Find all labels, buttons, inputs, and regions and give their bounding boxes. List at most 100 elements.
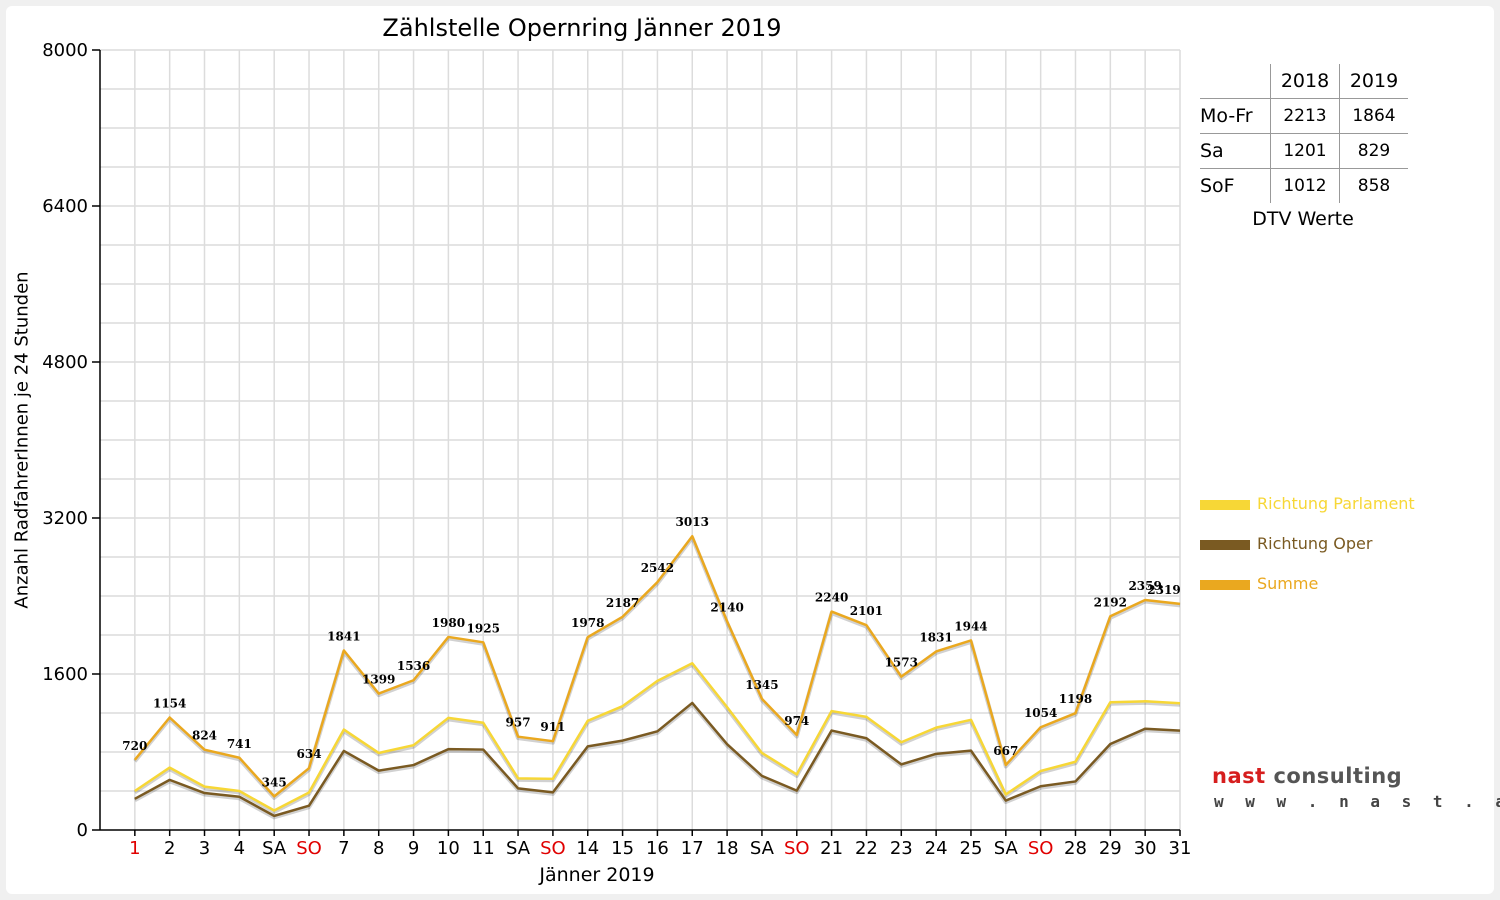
dtv-row-label: Sa xyxy=(1200,133,1271,169)
dtv-cell-2018: 2213 xyxy=(1270,98,1340,134)
logo-word-nast: nast xyxy=(1212,764,1266,788)
x-tick-label: 29 xyxy=(1099,838,1122,859)
data-label: 2542 xyxy=(641,561,674,575)
x-tick-label: 23 xyxy=(890,838,913,859)
data-label: 720 xyxy=(122,739,147,753)
legend-label-summe: Summe xyxy=(1257,574,1319,593)
x-tick-label: 22 xyxy=(855,838,878,859)
data-label: 2359 xyxy=(1128,579,1161,593)
x-tick-label: SO xyxy=(540,838,566,859)
data-label: 974 xyxy=(784,714,809,728)
dtv-row-label: Mo-Fr xyxy=(1200,98,1271,134)
x-tick-label: SA xyxy=(262,838,287,859)
dtv-cell-2018: 1201 xyxy=(1270,133,1340,169)
x-tick-label: SA xyxy=(750,838,775,859)
x-tick-label: 10 xyxy=(437,838,460,859)
data-label: 2140 xyxy=(710,600,743,614)
x-tick-label: 4 xyxy=(234,838,245,859)
data-label: 1925 xyxy=(467,621,500,635)
series-line-richtung-parlament xyxy=(134,662,1181,812)
chart-title: Zählstelle Opernring Jänner 2019 xyxy=(382,14,782,42)
x-tick-label: 30 xyxy=(1134,838,1157,859)
data-label: 824 xyxy=(192,729,217,743)
data-label: 1980 xyxy=(432,616,465,630)
data-label: 667 xyxy=(993,744,1018,758)
data-label: 741 xyxy=(227,737,252,751)
data-label: 2101 xyxy=(850,604,883,618)
series-line-summe xyxy=(133,534,1181,798)
x-tick-label: 25 xyxy=(960,838,983,859)
y-tick-label: 6400 xyxy=(42,196,88,217)
x-tick-label: 9 xyxy=(408,838,419,859)
nast-consulting-logo: nast consulting w w w . n a s t . a t xyxy=(1200,750,1500,825)
data-label: 634 xyxy=(297,747,322,761)
data-label: 3013 xyxy=(676,515,709,529)
x-tick-label: 8 xyxy=(373,838,384,859)
data-label: 1536 xyxy=(397,659,430,673)
series-line-richtung-oper xyxy=(134,701,1181,818)
data-label: 957 xyxy=(506,716,531,730)
x-tick-label: 16 xyxy=(646,838,669,859)
x-tick-label: 28 xyxy=(1064,838,1087,859)
x-tick-label: 17 xyxy=(681,838,704,859)
legend-label-oper: Richtung Oper xyxy=(1257,534,1373,553)
y-tick-label: 3200 xyxy=(42,508,88,529)
data-label: 2192 xyxy=(1094,595,1127,609)
data-label: 1831 xyxy=(919,630,952,644)
logo-word-consulting: consulting xyxy=(1265,764,1403,788)
x-tick-label: 2 xyxy=(164,838,175,859)
x-tick-label: 3 xyxy=(199,838,210,859)
data-label: 1399 xyxy=(362,673,395,687)
y-tick-label: 0 xyxy=(77,820,88,841)
x-tick-label: SA xyxy=(506,838,531,859)
data-label: 1345 xyxy=(745,678,778,692)
dtv-table: 2018 2019 Mo-Fr 2213 1864 Sa 1201 829 So… xyxy=(1200,64,1408,203)
dtv-row-label: SoF xyxy=(1200,168,1271,203)
x-tick-label: SA xyxy=(994,838,1019,859)
data-label: 2187 xyxy=(606,596,639,610)
logo-wordmark: nast consulting xyxy=(1212,764,1402,788)
x-tick-label: SO xyxy=(296,838,322,859)
dtv-header-2019: 2019 xyxy=(1349,70,1399,92)
x-tick-label: SO xyxy=(1028,838,1054,859)
x-tick-label: 24 xyxy=(925,838,948,859)
x-axis-label: Jänner 2019 xyxy=(539,864,655,886)
data-label: 2319 xyxy=(1147,583,1180,597)
y-tick-label: 8000 xyxy=(42,40,88,61)
legend-swatch-parlament xyxy=(1200,500,1250,510)
dtv-cell-2019: 829 xyxy=(1357,141,1391,161)
x-tick-label: 1 xyxy=(129,838,140,859)
x-tick-label: SO xyxy=(784,838,810,859)
x-tick-label: 14 xyxy=(576,838,599,859)
data-label: 1841 xyxy=(327,630,360,644)
dtv-cell-2019: 1864 xyxy=(1352,106,1396,126)
data-label: 345 xyxy=(262,775,287,789)
legend-swatch-summe xyxy=(1200,580,1250,590)
dtv-cell-2018: 1012 xyxy=(1270,168,1340,203)
dtv-caption: DTV Werte xyxy=(1252,208,1354,230)
legend-swatch-oper xyxy=(1200,540,1250,550)
x-tick-label: 18 xyxy=(716,838,739,859)
data-label: 2240 xyxy=(815,591,848,605)
data-label: 1573 xyxy=(885,656,918,670)
x-tick-label: 7 xyxy=(338,838,349,859)
x-tick-label: 31 xyxy=(1169,838,1192,859)
x-tick-label: 21 xyxy=(820,838,843,859)
y-tick-label: 1600 xyxy=(42,664,88,685)
x-tick-label: 11 xyxy=(472,838,495,859)
legend-label-parlament: Richtung Parlament xyxy=(1257,494,1415,513)
dtv-header-empty xyxy=(1200,64,1271,99)
series-line-richtung-oper-shadow xyxy=(133,702,1181,820)
x-tick-label: 15 xyxy=(611,838,634,859)
dtv-header-2018: 2018 xyxy=(1270,64,1340,99)
data-label: 1944 xyxy=(954,619,987,633)
data-label: 911 xyxy=(540,720,565,734)
data-label: 1978 xyxy=(571,616,604,630)
y-tick-label: 4800 xyxy=(42,352,88,373)
data-label: 1154 xyxy=(153,696,186,710)
logo-url: w w w . n a s t . a t xyxy=(1214,792,1500,811)
data-label: 1054 xyxy=(1024,706,1057,720)
dtv-cell-2019: 858 xyxy=(1357,176,1391,196)
data-label: 1198 xyxy=(1059,692,1092,706)
